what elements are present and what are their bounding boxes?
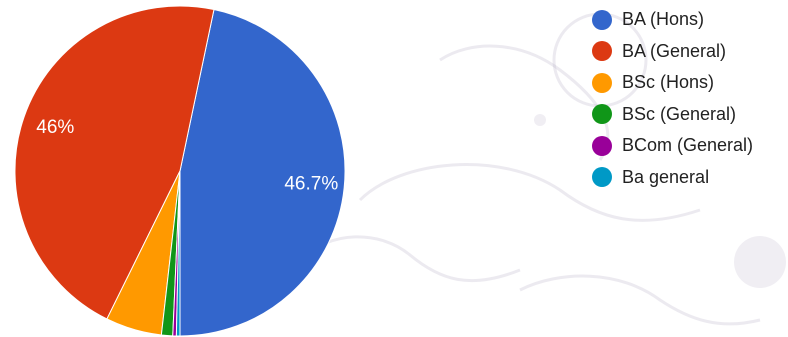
legend: BA (Hons) BA (General) BSc (Hons) BSc (Gene… (592, 4, 753, 193)
slice-value-label-ba-hons: 46.7% (284, 174, 338, 195)
legend-swatch-icon (592, 104, 612, 125)
pie-slice-ba-hons[interactable] (179, 8, 346, 337)
legend-item-bcom-general[interactable]: BCom (General) (592, 130, 753, 162)
legend-item-bsc-general[interactable]: BSc (General) (592, 99, 753, 131)
slice-value-label-ba-general: 46% (36, 117, 74, 138)
legend-label: BCom (General) (622, 135, 754, 156)
legend-item-ba-general[interactable]: BA (General) (592, 36, 753, 68)
legend-label: BA (Hons) (622, 9, 705, 30)
pie-slice-ba-general[interactable] (175, 170, 181, 337)
legend-swatch-icon (592, 167, 612, 188)
legend-swatch-icon (592, 9, 612, 30)
pie-slice-labels: 46.7% 46% (36, 117, 338, 195)
legend-swatch-icon (592, 135, 612, 156)
legend-swatch-icon (592, 41, 612, 62)
pie-slice-ba-general[interactable] (14, 5, 215, 320)
legend-item-bsc-hons[interactable]: BSc (Hons) (592, 67, 753, 99)
legend-label: BSc (General) (622, 103, 737, 124)
legend-label: BSc (Hons) (622, 72, 715, 93)
legend-label: BA (General) (622, 40, 727, 61)
legend-swatch-icon (592, 72, 612, 93)
pie-slices (14, 5, 346, 337)
legend-label: Ba general (622, 166, 710, 187)
legend-item-ba-general[interactable]: Ba general (592, 162, 753, 194)
legend-item-ba-hons[interactable]: BA (Hons) (592, 4, 753, 36)
